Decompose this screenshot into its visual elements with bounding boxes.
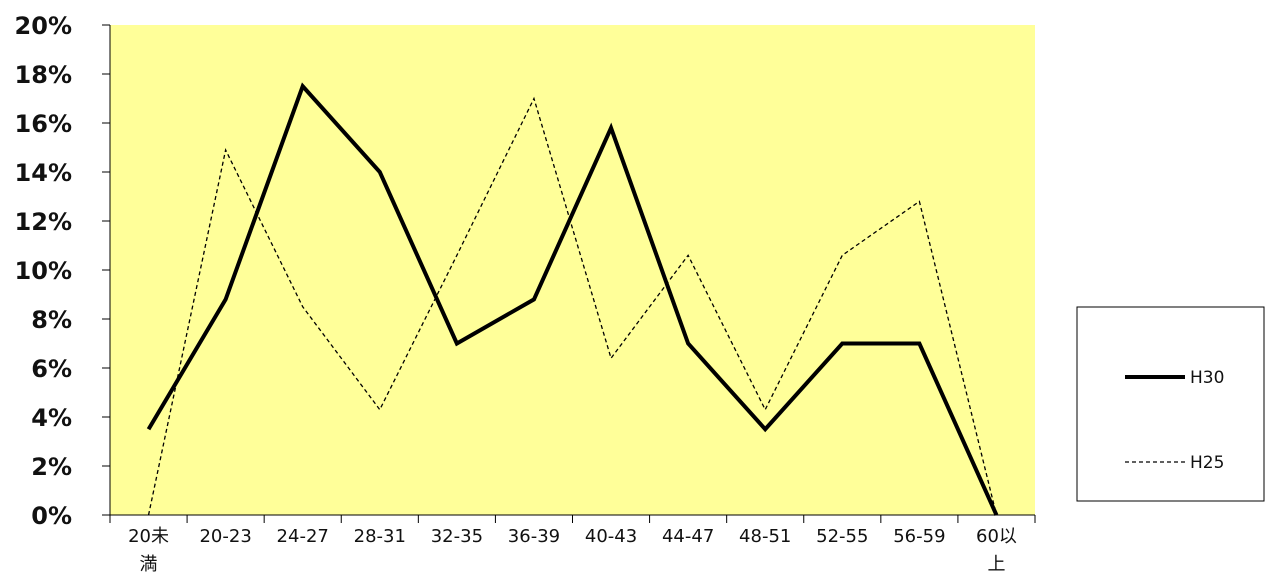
y-tick-label: 18% (15, 61, 72, 89)
axes (109, 25, 1035, 516)
y-tick-label: 4% (31, 404, 72, 432)
x-tick-label: 52-55 (816, 526, 868, 547)
y-tick-label: 0% (31, 502, 72, 530)
y-tick-label: 16% (15, 110, 72, 138)
y-tick-label: 2% (31, 453, 72, 481)
y-tick-label: 10% (15, 257, 72, 285)
plot-area (110, 25, 1035, 515)
x-tick-label: 40-43 (585, 526, 637, 547)
x-tick-label: 20-23 (199, 526, 251, 547)
legend-box (1076, 306, 1265, 502)
legend: H30 H25 (1076, 306, 1265, 502)
x-tick-label: 32-35 (431, 526, 483, 547)
x-tick-label: 44-47 (662, 526, 714, 547)
x-axis-ticks: 20未満 20-23 24-27 28-31 32-35 36-39 40-43 44-47 4… (109, 515, 1036, 575)
y-axis-ticks: 0% 2% 4% 6% 8% 10% 12% 14% 16% 18% 20% (15, 12, 110, 530)
legend-label-h25: H25 (1190, 453, 1224, 473)
x-tick-label: 48-51 (739, 526, 791, 547)
series-line-h30 (146, 82, 999, 516)
x-tick-label: 56-59 (893, 526, 945, 547)
y-tick-label: 12% (15, 208, 72, 236)
y-tick-label: 14% (15, 159, 72, 187)
x-tick-label: 20未満 (128, 526, 169, 575)
legend-label-h30: H30 (1190, 368, 1224, 388)
series-lines (146, 82, 999, 516)
x-tick-label: 28-31 (354, 526, 406, 547)
x-tick-label: 60以上 (976, 526, 1017, 575)
x-tick-label: 24-27 (277, 526, 329, 547)
y-tick-label: 6% (31, 355, 72, 383)
y-tick-label: 8% (31, 306, 72, 334)
y-tick-label: 20% (15, 12, 72, 40)
x-tick-label: 36-39 (508, 526, 560, 547)
series-line-h25 (147, 96, 998, 516)
